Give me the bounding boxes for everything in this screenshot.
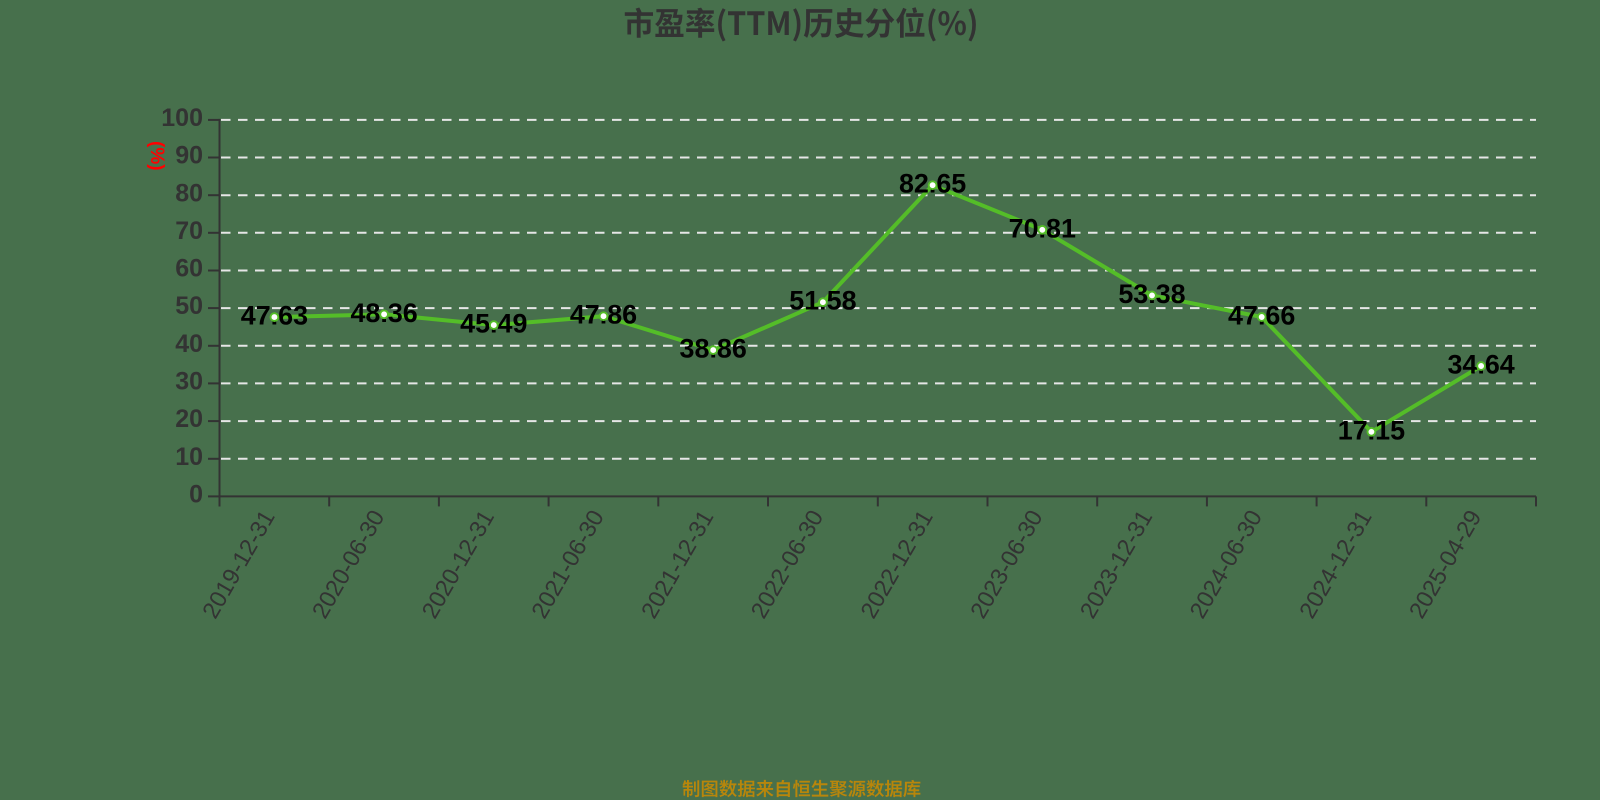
svg-text:90: 90 [175,142,203,170]
svg-text:30: 30 [175,368,203,396]
svg-text:40: 40 [175,330,203,358]
svg-text:10: 10 [175,443,203,471]
svg-text:0: 0 [189,481,203,509]
svg-text:70: 70 [175,217,203,245]
svg-text:100: 100 [161,104,203,132]
svg-text:20: 20 [175,405,203,433]
svg-text:80: 80 [175,179,203,207]
svg-text:60: 60 [175,255,203,283]
svg-text:50: 50 [175,292,203,320]
svg-text:(%): (%) [146,141,167,171]
